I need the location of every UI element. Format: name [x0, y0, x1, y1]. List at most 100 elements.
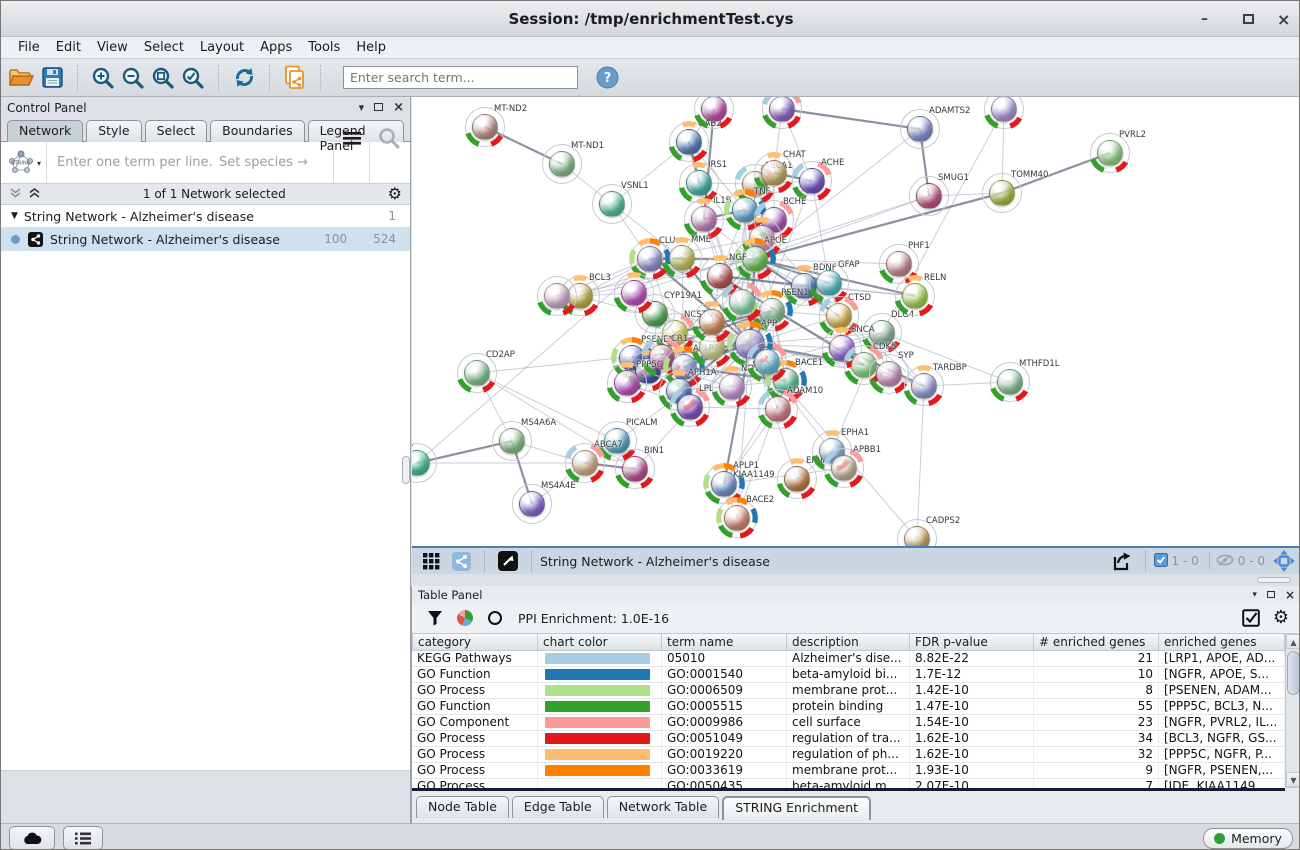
menu-edit[interactable]: Edit — [55, 40, 81, 55]
minimize-icon[interactable]: – — [1201, 11, 1208, 27]
memory-button[interactable]: Memory — [1203, 828, 1293, 849]
string-options-icon[interactable] — [342, 130, 362, 149]
table-panel-float-icon[interactable] — [1266, 588, 1275, 601]
network-node-mt-nd1[interactable] — [549, 151, 575, 177]
tree-expanded-icon[interactable]: ▼ — [11, 211, 18, 221]
float-panel-icon[interactable] — [374, 101, 384, 114]
network-node-ms4a6a[interactable] — [499, 428, 525, 454]
table-row[interactable]: GO Component GO:0009986 cell surface 1.54E-… — [412, 715, 1285, 731]
network-node-bace2[interactable] — [724, 505, 750, 531]
column-header-chart-color[interactable]: chart color — [538, 633, 662, 651]
network-node-syp[interactable] — [876, 361, 902, 387]
network-node-chat[interactable] — [761, 160, 787, 186]
column-header-fdr-p-value[interactable]: FDR p-value — [910, 633, 1034, 651]
expand-all-icon[interactable] — [28, 187, 41, 202]
zoom-selected-icon[interactable] — [178, 63, 208, 93]
network-node-aplp1[interactable] — [711, 471, 737, 497]
network-node[interactable] — [621, 280, 647, 306]
network-node-ppp5c[interactable] — [614, 370, 640, 396]
zoom-out-icon[interactable] — [118, 63, 148, 93]
network-node[interactable] — [991, 97, 1017, 122]
network-node-abca7[interactable] — [572, 450, 598, 476]
refresh-icon[interactable] — [229, 63, 259, 93]
network-node[interactable] — [544, 283, 570, 309]
table-row[interactable]: GO Process GO:0019220 regulation of ph... 1… — [412, 747, 1285, 763]
table-row[interactable]: KEGG Pathways 05010 Alzheimer's dise... 8.8… — [412, 651, 1285, 667]
table-row[interactable]: GO Process GO:0006509 membrane prot... 1.42… — [412, 683, 1285, 699]
set-species-label[interactable]: Set species → — [219, 155, 309, 170]
network-collection-row[interactable]: ▼ String Network - Alzheimer's disease 1 — [1, 205, 410, 227]
close-icon[interactable]: × — [1277, 10, 1291, 29]
menu-layout[interactable]: Layout — [199, 40, 245, 55]
tab-boundaries[interactable]: Boundaries — [210, 120, 305, 142]
cloud-tasks-button[interactable] — [9, 826, 55, 849]
network-node-cd2ap[interactable] — [464, 360, 490, 386]
ring-chart-icon[interactable] — [480, 603, 510, 633]
table-row[interactable]: GO Process GO:0050435 beta-amyloid m... 2.0… — [412, 779, 1285, 788]
search-input[interactable] — [343, 66, 578, 89]
network-row[interactable]: String Network - Alzheimer's disease 100… — [1, 227, 410, 251]
network-node-adam10[interactable] — [765, 396, 791, 422]
network-node-ctsd[interactable] — [826, 303, 852, 329]
open-file-icon[interactable] — [7, 63, 37, 93]
network-node-mthfd1l[interactable] — [997, 369, 1023, 395]
pie-chart-icon[interactable] — [450, 603, 480, 633]
column-header-term-name[interactable]: term name — [662, 633, 787, 651]
menu-help[interactable]: Help — [356, 40, 386, 55]
network-node[interactable] — [699, 309, 725, 335]
network-node[interactable] — [754, 349, 780, 375]
network-node-smug1[interactable] — [916, 183, 942, 209]
network-node-apbb1[interactable] — [831, 455, 857, 481]
string-search-icon[interactable] — [378, 127, 400, 153]
table-row[interactable]: GO Function GO:0001540 beta-amyloid bi... 1… — [412, 667, 1285, 683]
network-node-phf1[interactable] — [886, 251, 912, 277]
network-node-lpl[interactable] — [677, 394, 703, 420]
network-node-dlg4[interactable] — [869, 320, 895, 346]
filter-icon[interactable] — [420, 603, 450, 633]
table-row[interactable]: GO Process GO:0051049 regulation of tra...… — [412, 731, 1285, 747]
network-node-cadps2[interactable] — [904, 526, 930, 546]
network-node-gab2[interactable] — [676, 129, 702, 155]
menu-select[interactable]: Select — [143, 40, 184, 55]
zoom-in-icon[interactable] — [88, 63, 118, 93]
network-node-efna5[interactable] — [784, 466, 810, 492]
table-row[interactable]: GO Process GO:0033619 membrane prot... 1.93… — [412, 763, 1285, 779]
close-panel-icon[interactable]: × — [393, 100, 404, 115]
birds-eye-toggle-icon[interactable] — [1269, 546, 1299, 576]
grid-view-icon[interactable] — [416, 546, 446, 576]
network-node-pvrl2[interactable] — [1097, 140, 1123, 166]
menu-view[interactable]: View — [96, 40, 128, 55]
network-node-ms4a4e[interactable] — [519, 491, 545, 517]
table-settings-gear-icon[interactable]: ⚙ — [1272, 607, 1290, 628]
scrollbar-thumb[interactable] — [1287, 651, 1299, 695]
network-node-reln[interactable] — [902, 283, 928, 309]
select-columns-icon[interactable] — [1236, 603, 1266, 633]
network-node[interactable] — [769, 97, 795, 122]
menu-tools[interactable]: Tools — [308, 40, 341, 55]
network-node-tardbp[interactable] — [911, 373, 937, 399]
network-node-bin1[interactable] — [622, 456, 648, 482]
network-node-irs1[interactable] — [686, 170, 712, 196]
table-scrollbar[interactable]: ▲ ▼ — [1285, 633, 1299, 788]
network-node[interactable] — [729, 289, 755, 315]
panel-splitter-handle[interactable] — [402, 456, 410, 484]
network-canvas[interactable]: MT-ND2MT-ND1VSNL1GAB2IRS1ABCA1CHATACHEIL… — [412, 97, 1299, 546]
tab-select[interactable]: Select — [144, 120, 208, 142]
network-node[interactable] — [701, 97, 727, 122]
network-options-gear-icon[interactable]: ⚙ — [387, 184, 402, 203]
detach-view-icon[interactable] — [493, 546, 523, 576]
network-node-il1b[interactable] — [691, 206, 717, 232]
menu-file[interactable]: File — [18, 40, 40, 55]
network-node-ache[interactable] — [799, 168, 825, 194]
scroll-up-icon[interactable]: ▲ — [1286, 634, 1299, 649]
zoom-fit-icon[interactable] — [148, 63, 178, 93]
network-node-clu[interactable] — [637, 246, 663, 272]
network-node-notch1[interactable] — [719, 374, 745, 400]
column-header--enriched-genes[interactable]: # enriched genes — [1034, 633, 1159, 651]
network-node-apoe[interactable] — [742, 246, 768, 272]
task-history-icon[interactable] — [63, 826, 103, 849]
network-node-adamts2[interactable] — [907, 116, 933, 142]
share-network-icon[interactable] — [280, 63, 310, 93]
string-query-placeholder[interactable]: Enter one term per line. — [57, 155, 213, 170]
network-node-tomm40[interactable] — [989, 180, 1015, 206]
